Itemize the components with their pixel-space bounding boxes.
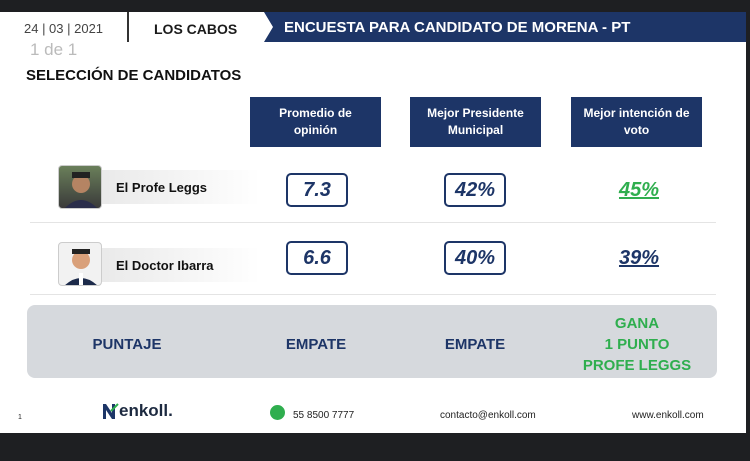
- score-promedio: EMPATE: [285, 336, 347, 353]
- candidate-photo: [58, 242, 102, 286]
- slide-number: 1: [18, 414, 22, 421]
- column-header-intencion: Mejor intención de voto: [571, 97, 702, 147]
- column-header-promedio: Promedio de opinión: [250, 97, 381, 147]
- promedio-value: 7.3: [286, 173, 348, 207]
- logo-mark-icon: [103, 403, 119, 419]
- score-line: GANA: [614, 315, 660, 332]
- enkoll-logo: enkoll.: [101, 401, 173, 421]
- email: contacto@enkoll.com: [440, 410, 536, 421]
- score-line: 1 PUNTO: [604, 336, 670, 353]
- presidente-value: 42%: [444, 173, 506, 207]
- column-header-presidente: Mejor Presidente Municipal: [410, 97, 541, 147]
- presidente-value: 40%: [444, 241, 506, 275]
- divider: [127, 12, 129, 42]
- row-divider: [30, 294, 716, 295]
- banner-text: ENCUESTA PARA CANDIDATO DE MORENA - PT: [284, 19, 631, 36]
- logo-text: enkoll.: [119, 401, 173, 420]
- page-indicator: 1 de 1: [30, 40, 78, 59]
- candidate-photo: [58, 165, 102, 209]
- candidate-name: El Profe Leggs: [90, 170, 260, 204]
- city: LOS CABOS: [154, 21, 238, 37]
- score-intencion: GANA 1 PUNTO PROFE LEGGS: [567, 313, 707, 376]
- phone: 55 8500 7777: [293, 410, 355, 421]
- row-divider: [30, 222, 716, 223]
- score-presidente: EMPATE: [444, 336, 506, 353]
- date: 24 | 03 | 2021: [24, 21, 104, 36]
- promedio-value: 6.6: [286, 241, 348, 275]
- whatsapp-icon: [270, 405, 285, 420]
- slide: 24 | 03 | 2021 LOS CABOS ENCUESTA PARA C…: [0, 12, 746, 433]
- score-label: PUNTAJE: [92, 336, 162, 353]
- score-line: PROFE LEGGS: [582, 357, 692, 374]
- website: www.enkoll.com: [632, 410, 704, 421]
- header-banner: ENCUESTA PARA CANDIDATO DE MORENA - PT: [264, 12, 746, 42]
- page-title: SELECCIÓN DE CANDIDATOS: [26, 67, 242, 84]
- intencion-value: 45%: [618, 179, 660, 201]
- score-panel: [27, 305, 717, 378]
- intencion-value: 39%: [618, 247, 660, 269]
- candidate-name: El Doctor Ibarra: [90, 248, 260, 282]
